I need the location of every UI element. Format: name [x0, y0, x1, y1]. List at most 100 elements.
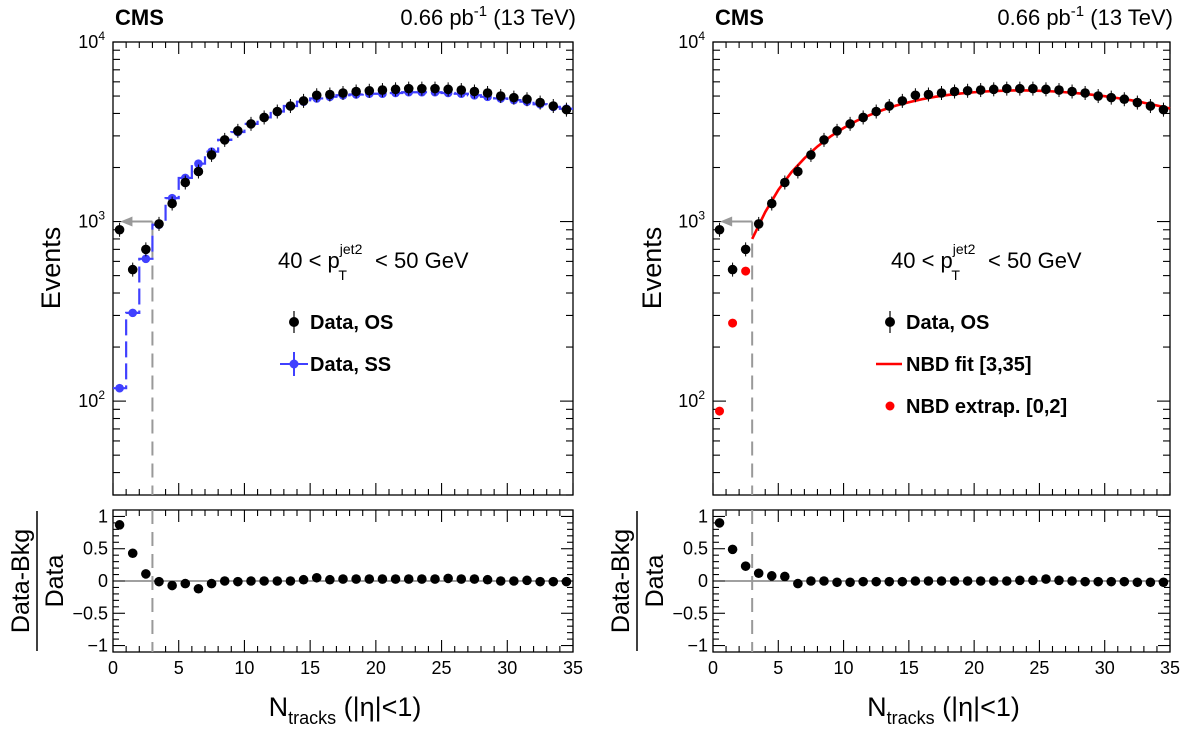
os-data-point — [1119, 94, 1130, 105]
main-frame — [712, 41, 1171, 496]
ratio-point — [936, 576, 947, 586]
ratio-point — [430, 574, 440, 584]
ratio-point — [127, 548, 138, 559]
y-tick-label: 104 — [678, 29, 705, 52]
ratio-point — [1080, 576, 1090, 587]
panel-left: 0 5 10 15 20 25 30 35 102 103 104 1 0.5 0 −0.5 −1 CMS 0.6… — [7, 3, 583, 728]
os-data-point — [430, 83, 440, 94]
ratio-point — [311, 572, 322, 583]
legend-label: Data, OS — [906, 312, 989, 334]
lumi-label: 0.66 pb-1 (13 TeV) — [400, 3, 576, 30]
ratio-point — [766, 571, 777, 581]
ratio-point — [1158, 577, 1169, 588]
ratio-point — [338, 574, 348, 584]
os-data-point — [1093, 91, 1103, 101]
os-data-point — [259, 112, 269, 123]
x-tick-label: 5 — [174, 658, 184, 678]
ratio-point — [1015, 575, 1025, 586]
y-tick-label: 103 — [78, 209, 105, 232]
cut-arrow-head — [720, 216, 733, 227]
ratio-tick-label: 0 — [98, 571, 108, 591]
x-tick-label: 35 — [1160, 658, 1180, 678]
lumi-label: 0.66 pb-1 (13 TeV) — [997, 3, 1173, 30]
ss-data-point — [194, 159, 203, 169]
ratio-point — [193, 583, 204, 594]
ratio-point — [897, 576, 908, 587]
ratio-point — [1145, 577, 1156, 588]
y-tick-label: 104 — [78, 29, 105, 52]
ratio-point — [548, 576, 559, 587]
os-data-point — [114, 224, 125, 235]
os-data-point — [167, 198, 177, 209]
ratio-point — [753, 568, 764, 579]
os-data-point — [988, 84, 999, 95]
os-data-point — [753, 219, 764, 229]
os-data-point — [246, 119, 256, 129]
os-data-point — [417, 83, 427, 94]
x-tick-label: 25 — [432, 658, 452, 678]
ratio-point — [714, 518, 725, 528]
ratio-point — [819, 576, 829, 586]
ratio-point — [727, 544, 738, 555]
ss-data-point — [128, 308, 138, 318]
ratio-point — [740, 561, 751, 571]
os-data-point — [311, 90, 322, 101]
legend-os-marker — [885, 317, 895, 327]
ratio-point — [509, 576, 519, 586]
x-axis-label: Ntracks (|η|<1) — [269, 692, 422, 728]
os-data-point — [285, 101, 296, 111]
x-tick-label: 15 — [300, 658, 320, 678]
ratio-point — [923, 576, 934, 586]
ratio-point — [793, 578, 803, 589]
main-frame — [112, 41, 574, 496]
ratio-point — [180, 578, 191, 589]
os-data-point — [806, 150, 816, 160]
x-tick-label: 10 — [234, 658, 254, 678]
ratio-point — [469, 574, 480, 584]
os-data-point — [561, 104, 572, 115]
x-tick-label: 5 — [773, 658, 783, 678]
y-tick-label: 102 — [678, 388, 705, 411]
os-data-point — [1028, 83, 1038, 94]
os-data-point — [180, 177, 191, 188]
ratio-point — [495, 576, 506, 586]
os-data-point — [206, 150, 217, 160]
x-tick-label: 10 — [834, 658, 854, 678]
os-data-point — [766, 198, 777, 209]
x-tick-label: 25 — [1029, 658, 1049, 678]
ratio-point — [417, 574, 427, 584]
ratio-point — [845, 577, 855, 588]
os-data-point — [819, 135, 829, 145]
os-data-point — [522, 94, 532, 105]
panel-right: 0 5 10 15 20 25 30 35 102 103 104 1 0.5 0 −0.5 −1 CMS 0.6… — [607, 3, 1180, 728]
ratio-tick-label: 0 — [698, 571, 708, 591]
ss-data-point — [115, 383, 124, 393]
os-data-point — [845, 119, 855, 129]
os-data-point — [975, 85, 986, 95]
ratio-denominator: Data — [41, 555, 69, 608]
os-data-point — [193, 166, 204, 177]
ratio-point — [206, 578, 217, 589]
os-data-point — [351, 86, 361, 97]
ratio-tick-label: 0.5 — [683, 539, 708, 559]
x-tick-label: 20 — [964, 658, 984, 678]
ratio-point — [364, 574, 375, 584]
os-data-point — [535, 97, 545, 108]
os-data-point — [936, 88, 947, 98]
ratio-point — [975, 576, 986, 586]
os-data-point — [1015, 83, 1025, 94]
legend-label: Data, SS — [310, 354, 391, 376]
os-data-point — [325, 89, 335, 100]
os-data-point — [298, 96, 309, 106]
nbd-fit-curve — [751, 89, 1171, 240]
cut-label: 40 < pjet2 T < 50 GeV — [891, 241, 1082, 283]
ratio-point — [806, 576, 816, 586]
os-data-point — [390, 84, 401, 95]
nbd-extrap-point — [728, 318, 738, 328]
ratio-point — [154, 576, 164, 587]
ratio-tick-label: 1 — [698, 506, 708, 526]
os-data-point — [1132, 97, 1143, 108]
x-tick-label: 0 — [708, 658, 718, 678]
os-data-point — [1067, 86, 1077, 97]
os-data-point — [443, 84, 453, 95]
